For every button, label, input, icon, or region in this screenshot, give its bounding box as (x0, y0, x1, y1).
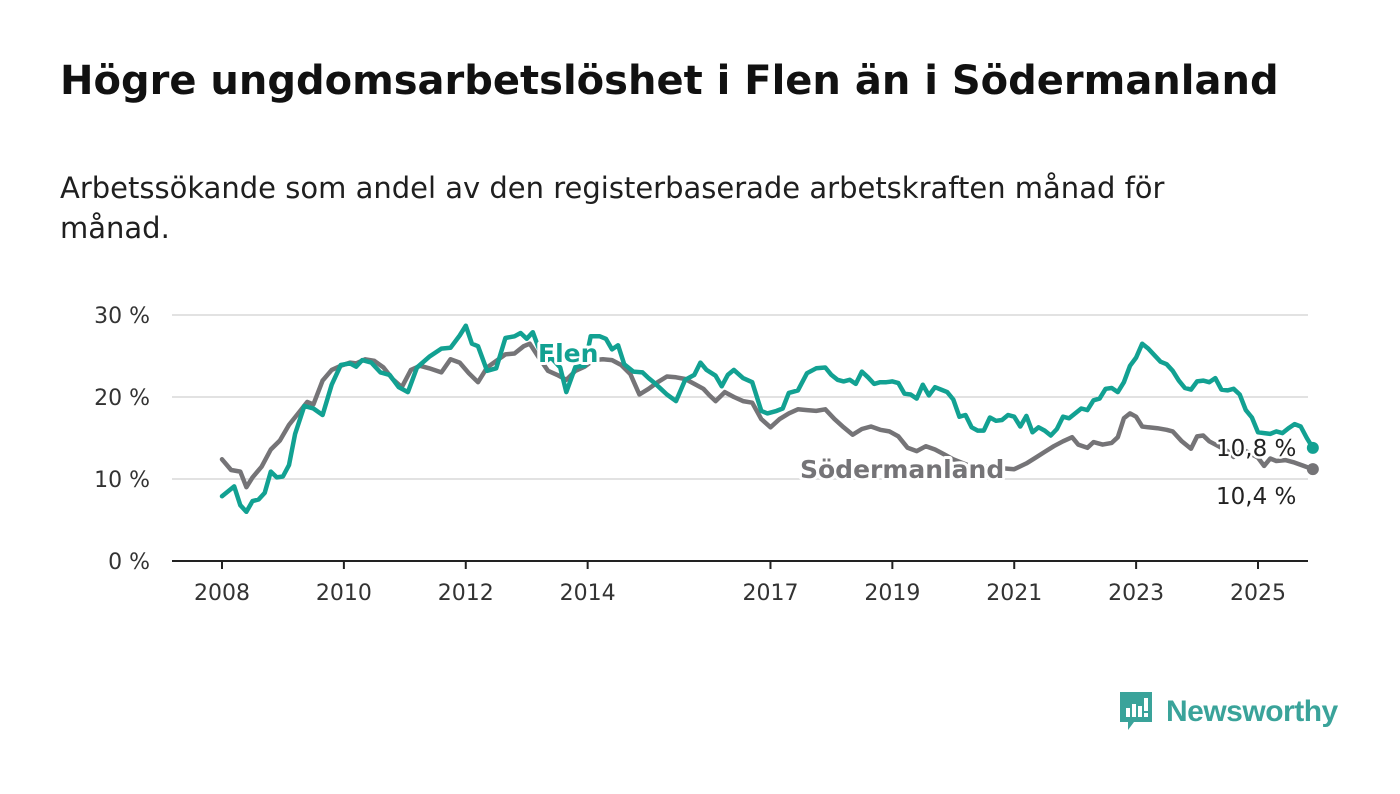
series-label-sodermanland: Södermanland (800, 455, 1004, 484)
y-tick-label: 0 % (108, 550, 150, 575)
x-axis-ticks: 2008 2010 2012 2014 2017 2019 2021 2023 2025 (194, 561, 1286, 606)
series-label-flen: Flen (538, 339, 598, 368)
x-tick-label: 2010 (316, 581, 372, 606)
chart-subtitle: Arbetssökande som andel av den registerb… (60, 171, 1165, 245)
series-lines (219, 323, 1319, 515)
series-labels: Flen Södermanland 10,8 % 10,4 % (535, 336, 1299, 513)
y-tick-label: 10 % (94, 468, 150, 493)
x-tick-label: 2014 (560, 581, 616, 606)
gridlines (172, 314, 1308, 562)
end-label-sodermanland: 10,4 % (1216, 484, 1296, 510)
end-label-flen: 10,8 % (1216, 436, 1296, 462)
bar-chart-speech-bubble-icon (1120, 692, 1152, 730)
chart-title: Högre ungdomsarbetslöshet i Flen än i Sö… (60, 58, 1279, 104)
newsworthy-logo: Newsworthy (1118, 690, 1338, 734)
y-axis-ticks: 0 % 10 % 20 % 30 % (94, 304, 150, 575)
series-line-flen (219, 323, 1316, 515)
y-tick-label: 20 % (94, 386, 150, 411)
end-point-flen (1306, 441, 1319, 454)
x-tick-label: 2017 (742, 581, 798, 606)
x-tick-label: 2021 (986, 581, 1042, 606)
x-tick-label: 2012 (438, 581, 494, 606)
y-tick-label: 30 % (94, 304, 150, 329)
brand-name: Newsworthy (1166, 695, 1338, 728)
end-point-sdermanland (1306, 463, 1319, 476)
x-tick-label: 2025 (1230, 581, 1286, 606)
x-tick-label: 2023 (1108, 581, 1164, 606)
x-tick-label: 2008 (194, 581, 250, 606)
x-tick-label: 2019 (864, 581, 920, 606)
